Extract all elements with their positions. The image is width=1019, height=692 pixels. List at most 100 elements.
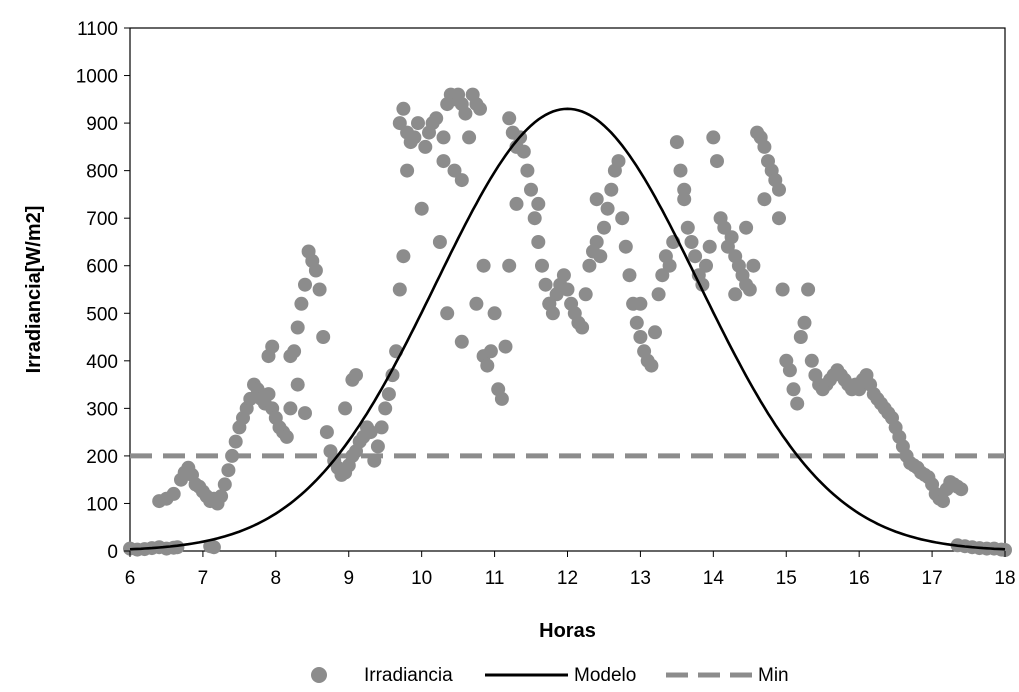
irradiancia-point bbox=[677, 192, 692, 207]
irradiancia-point bbox=[298, 277, 312, 292]
irradiancia-point bbox=[604, 182, 619, 197]
irradiancia-point bbox=[531, 196, 546, 211]
irradiancia-point bbox=[597, 220, 611, 235]
x-tick-label: 8 bbox=[271, 568, 282, 589]
y-tick-label: 400 bbox=[86, 352, 118, 373]
irradiancia-point bbox=[724, 230, 739, 245]
irradiancia-point bbox=[436, 130, 451, 145]
irradiancia-point bbox=[396, 101, 411, 116]
y-tick-label: 900 bbox=[86, 114, 118, 135]
x-tick-label: 10 bbox=[411, 568, 432, 589]
irradiancia-point bbox=[702, 239, 717, 254]
irradiancia-point bbox=[728, 287, 743, 302]
y-tick-label: 300 bbox=[86, 399, 118, 420]
plot-area bbox=[123, 27, 1012, 557]
irradiancia-point bbox=[772, 211, 786, 226]
irradiancia-point bbox=[418, 139, 433, 154]
irradiancia-point bbox=[338, 401, 353, 416]
irradiancia-point bbox=[538, 277, 553, 292]
legend-irradiancia-label: Irradiancia bbox=[364, 665, 453, 686]
irradiancia-point bbox=[633, 330, 648, 344]
irradiancia-point bbox=[655, 268, 670, 283]
irradiancia-point bbox=[279, 429, 294, 444]
irradiancia-point bbox=[739, 220, 754, 235]
irradiancia-point bbox=[772, 182, 786, 197]
irradiancia-point bbox=[936, 494, 950, 509]
y-tick-label: 700 bbox=[86, 209, 118, 230]
x-tick-label: 12 bbox=[557, 568, 578, 589]
irradiancia-point bbox=[710, 154, 724, 169]
irradiancia-point bbox=[680, 220, 695, 235]
irradiancia-point bbox=[440, 306, 455, 321]
irradiancia-point bbox=[487, 306, 502, 321]
x-tick-label: 7 bbox=[198, 568, 209, 589]
irradiancia-point bbox=[502, 258, 517, 273]
irradiancia-point bbox=[615, 211, 630, 226]
irradiancia-point bbox=[524, 182, 538, 197]
irradiancia-point bbox=[480, 358, 495, 373]
x-tick-label: 13 bbox=[630, 568, 651, 589]
x-tick-label: 18 bbox=[994, 568, 1015, 589]
irradiancia-point bbox=[283, 401, 298, 416]
irradiancia-point bbox=[502, 111, 517, 126]
irradiancia-point bbox=[400, 163, 415, 178]
irradiancia-point bbox=[793, 330, 808, 344]
irradiancia-point bbox=[265, 339, 280, 354]
irradiancia-point bbox=[998, 543, 1012, 557]
x-axis-ticks: 6 7 8 9 10 11 12 13 14 15 16 17 18 bbox=[125, 551, 1016, 589]
irradiancia-point bbox=[469, 296, 484, 311]
irradiancia-point bbox=[673, 163, 688, 178]
irradiancia-point bbox=[392, 116, 407, 131]
irradiancia-point bbox=[556, 268, 571, 283]
y-tick-label: 0 bbox=[107, 542, 118, 563]
irradiancia-point bbox=[542, 296, 557, 311]
irradiancia-point bbox=[589, 192, 604, 207]
irradiancia-point bbox=[782, 363, 797, 378]
irradiancia-point bbox=[622, 268, 637, 283]
irradiancia-point bbox=[308, 263, 323, 278]
irradiancia-point bbox=[578, 287, 593, 302]
irradiancia-point bbox=[954, 482, 969, 497]
x-tick-label: 11 bbox=[485, 568, 505, 589]
y-tick-label: 100 bbox=[86, 494, 118, 515]
irradiancia-point bbox=[757, 139, 772, 154]
irradiancia-point bbox=[651, 287, 666, 302]
irradiancia-point bbox=[454, 173, 469, 188]
irradiancia-point bbox=[294, 296, 309, 311]
irradiancia-point bbox=[684, 235, 699, 249]
irradiancia-point bbox=[228, 434, 243, 449]
irradiancia-point bbox=[535, 258, 549, 273]
irradiancia-point bbox=[381, 387, 396, 402]
irradiancia-point bbox=[316, 330, 331, 344]
irradiancia-point bbox=[407, 130, 422, 145]
y-tick-label: 1100 bbox=[77, 19, 118, 40]
legend-irradiancia-marker bbox=[311, 667, 327, 683]
legend-min-label: Min bbox=[758, 665, 789, 686]
irradiancia-point bbox=[527, 211, 542, 226]
irradiancia-point bbox=[385, 368, 400, 383]
irradiancia-point bbox=[290, 377, 305, 392]
x-axis-title: Horas bbox=[539, 620, 596, 642]
irradiancia-point bbox=[629, 315, 644, 330]
irradiancia-point bbox=[775, 282, 790, 297]
irradiancia-point bbox=[531, 235, 546, 249]
irradiancia-point bbox=[786, 382, 801, 397]
irradiancia-point bbox=[378, 401, 393, 416]
irradiancia-point bbox=[648, 325, 662, 340]
y-tick-label: 600 bbox=[86, 257, 118, 278]
irradiancia-point bbox=[221, 463, 236, 478]
x-tick-label: 17 bbox=[922, 568, 943, 589]
irradiancia-point bbox=[166, 486, 181, 501]
irradiancia-point bbox=[414, 201, 429, 216]
irradiancia-point bbox=[498, 339, 513, 354]
y-tick-label: 200 bbox=[86, 447, 118, 468]
irradiancia-point bbox=[688, 249, 703, 264]
irradiancia-point bbox=[717, 220, 732, 235]
irradiancia-point bbox=[374, 420, 389, 435]
irradiancia-point bbox=[516, 144, 531, 159]
irradiancia-point bbox=[283, 349, 298, 364]
irradiancia-point bbox=[473, 101, 487, 116]
irradiancia-point bbox=[363, 425, 378, 440]
irradiancia-point bbox=[633, 296, 648, 311]
irradiancia-point bbox=[742, 282, 757, 297]
